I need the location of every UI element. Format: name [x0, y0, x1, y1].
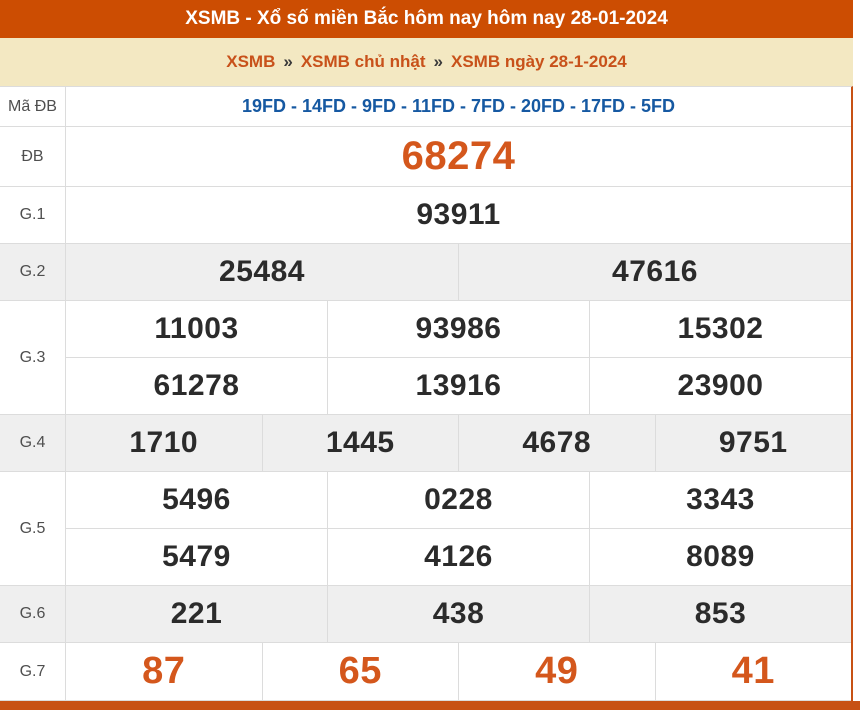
- breadcrumb-link-xsmb[interactable]: XSMB: [226, 52, 276, 71]
- prize-value: 221: [170, 597, 223, 630]
- table-row-g4: G.4 1710 1445 4678 9751: [0, 415, 851, 472]
- special-code-value: 19FD - 14FD - 9FD - 11FD - 7FD - 20FD - …: [241, 96, 676, 116]
- row-label: G.4: [0, 415, 66, 471]
- prize-value: 0228: [327, 472, 589, 528]
- row-label: G.6: [0, 586, 66, 642]
- prize-value: 1710: [129, 426, 199, 459]
- table-row-db: ĐB 68274: [0, 127, 851, 187]
- page-title: XSMB - Xổ số miền Bắc hôm nay hôm nay 28…: [185, 8, 668, 29]
- breadcrumb-separator: »: [283, 52, 293, 71]
- prize-value: 23900: [589, 358, 851, 414]
- breadcrumb-link-xsmb-ngay[interactable]: XSMB ngày 28-1-2024: [450, 52, 627, 71]
- table-row-g7: G.7 87 65 49 41: [0, 643, 851, 701]
- prize-value: 438: [327, 586, 589, 642]
- prize-value: 9751: [654, 415, 852, 471]
- breadcrumb-separator: »: [433, 52, 443, 71]
- prize-value: 87: [142, 650, 186, 692]
- prize-value: 1445: [261, 415, 459, 471]
- prize-value: 5479: [162, 540, 231, 573]
- bottom-accent-bar: [0, 701, 860, 710]
- prize-value: 15302: [589, 301, 851, 357]
- breadcrumb-link-xsmb-chu-nhat[interactable]: XSMB chủ nhật: [300, 52, 426, 71]
- row-label: G.1: [0, 187, 66, 243]
- table-row-g6: G.6 221 438 853: [0, 586, 851, 643]
- prize-value: 49: [458, 643, 655, 700]
- row-label: G.2: [0, 244, 66, 300]
- prize-value: 93911: [416, 198, 501, 231]
- table-row-g3: G.3 11003 93986 15302 61278 13916 23900: [0, 301, 851, 415]
- row-label: G.7: [0, 643, 66, 700]
- prize-value: 4678: [458, 415, 655, 471]
- results-table: Mã ĐB 19FD - 14FD - 9FD - 11FD - 7FD - 2…: [0, 86, 853, 701]
- row-label: G.5: [0, 472, 66, 585]
- prize-value: 47616: [458, 244, 851, 300]
- prize-db-value: 68274: [401, 134, 516, 178]
- row-label: Mã ĐB: [0, 87, 66, 126]
- prize-value: 4126: [327, 529, 589, 585]
- prize-value: 65: [261, 643, 459, 700]
- row-label: ĐB: [0, 127, 66, 186]
- prize-value: 93986: [327, 301, 589, 357]
- prize-value: 61278: [153, 369, 240, 402]
- prize-value: 8089: [589, 529, 851, 585]
- prize-value: 5496: [162, 483, 231, 516]
- table-row-g1: G.1 93911: [0, 187, 851, 244]
- prize-value: 11003: [154, 312, 239, 345]
- row-label: G.3: [0, 301, 66, 414]
- prize-value: 13916: [327, 358, 589, 414]
- prize-value: 3343: [589, 472, 851, 528]
- prize-value: 41: [654, 643, 852, 700]
- prize-value: 853: [589, 586, 851, 642]
- breadcrumb: XSMB » XSMB chủ nhật » XSMB ngày 28-1-20…: [0, 38, 853, 86]
- table-row-g5: G.5 5496 0228 3343 5479 4126 8089: [0, 472, 851, 586]
- table-row-g2: G.2 25484 47616: [0, 244, 851, 301]
- page-header: XSMB - Xổ số miền Bắc hôm nay hôm nay 28…: [0, 0, 853, 38]
- prize-value: 25484: [219, 255, 305, 288]
- table-row-ma-db: Mã ĐB 19FD - 14FD - 9FD - 11FD - 7FD - 2…: [0, 87, 851, 127]
